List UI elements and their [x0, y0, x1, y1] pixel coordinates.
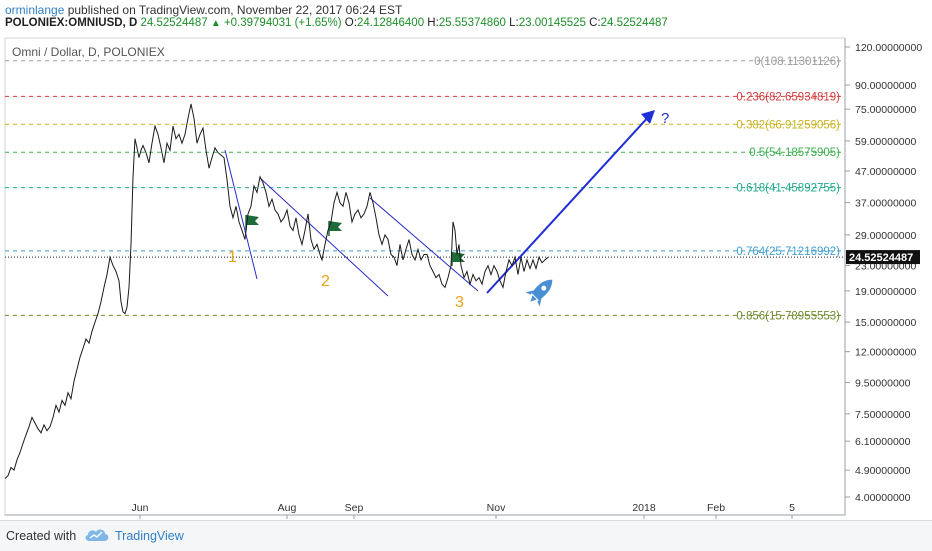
y-tick-label: 75.00000000	[855, 104, 916, 116]
y-tick-label: 15.00000000	[855, 317, 916, 329]
low-label: L:	[509, 17, 519, 29]
x-tick-label: Jun	[132, 502, 149, 514]
x-tick-label: 5	[789, 502, 795, 514]
trendline-3[interactable]	[369, 197, 479, 292]
fib-level-label: 0.618(41.45892755)	[736, 183, 840, 195]
y-tick-label: 120.00000000	[855, 42, 922, 54]
wave-label-1: 1	[228, 249, 237, 266]
wave-label-2: 2	[321, 273, 330, 290]
low-value: 23.00145525	[518, 17, 586, 29]
change: +0.39794031 (+1.65%)	[223, 17, 342, 29]
trendline-1[interactable]	[224, 149, 258, 280]
time-axis: Jun Aug Sep Nov 2018 Feb 5	[132, 502, 795, 519]
flag-icon	[451, 252, 465, 266]
chart-frame	[4, 37, 846, 516]
x-tick-label: Aug	[278, 502, 297, 514]
symbol: POLONIEX:OMNIUSD, D	[5, 17, 138, 29]
target-question-label: ?	[661, 110, 669, 127]
target-arrow-line[interactable]	[486, 113, 652, 294]
x-tick-label: Feb	[707, 502, 725, 514]
x-tick-label: 2018	[632, 502, 656, 514]
y-tick-label: 12.00000000	[855, 347, 916, 359]
open-label: O:	[344, 17, 357, 29]
tradingview-brand-link[interactable]: TradingView	[115, 529, 184, 543]
x-tick-label: Nov	[487, 502, 506, 514]
y-tick-label: 4.90000000	[855, 465, 911, 477]
target-arrow-head	[641, 110, 655, 124]
wave-label-3: 3	[455, 294, 464, 311]
close-label: C:	[589, 17, 601, 29]
published-text: published on TradingView.com, November 2…	[64, 3, 403, 17]
y-tick-label: 19.00000000	[855, 286, 916, 298]
y-tick-label: 37.00000000	[855, 198, 916, 210]
price-series-line	[4, 103, 549, 479]
fib-level-label: 0.5(54.18575905)	[749, 147, 840, 159]
chart-title: Omni / Dollar, D, POLONIEX	[12, 45, 165, 59]
y-tick-label: 6.10000000	[855, 436, 911, 448]
tradingview-cloud-icon[interactable]	[84, 527, 110, 543]
publisher-line: orminlange published on TradingView.com,…	[5, 3, 402, 17]
rocket-icon	[525, 279, 553, 307]
y-tick-label: 59.00000000	[855, 136, 916, 148]
open-value: 24.12846400	[356, 17, 425, 29]
high-value: 25.55374860	[438, 17, 506, 29]
fib-level-label: 0.856(15.78955553)	[736, 310, 840, 322]
y-tick-label: 4.00000000	[855, 492, 911, 504]
y-tick-label: 29.00000000	[855, 230, 916, 242]
trendline-2[interactable]	[259, 177, 389, 297]
fib-level-label: 0.236(82.65934819)	[736, 91, 840, 103]
footer-bar: Created with TradingView	[0, 520, 932, 551]
x-tick-label: Sep	[345, 502, 364, 514]
fib-level-label: 0.764(25.71216992)	[736, 246, 840, 258]
fib-level-label: 0.382(66.91259056)	[736, 119, 840, 131]
y-tick-label: 47.00000000	[855, 166, 916, 178]
up-arrow-icon: ▲	[210, 18, 221, 29]
price-axis: 120.00000000 90.00000000 75.00000000 59.000…	[845, 42, 922, 504]
close-value: 24.52524487	[600, 17, 668, 29]
fib-retracement[interactable]: 0(108.11301126) 0.236(82.65934819) 0.382(6…	[5, 56, 845, 323]
author-link[interactable]: orminlange	[5, 3, 65, 17]
last-price: 24.52524487	[140, 17, 208, 29]
ohlc-line: POLONIEX:OMNIUSD, D 24.52524487 ▲ +0.397…	[5, 17, 668, 29]
svg-text:24.52524487: 24.52524487	[849, 252, 913, 264]
y-tick-label: 9.50000000	[855, 378, 911, 390]
fib-level-label: 0(108.11301126)	[754, 56, 840, 68]
y-tick-label: 90.00000000	[855, 80, 916, 92]
price-chart[interactable]: Omni / Dollar, D, POLONIEX 120.00000000 9…	[0, 0, 932, 520]
y-tick-label: 7.50000000	[855, 409, 911, 421]
high-label: H:	[427, 17, 439, 29]
current-price-badge: 24.52524487	[846, 250, 920, 265]
created-with-text: Created with	[6, 529, 77, 543]
